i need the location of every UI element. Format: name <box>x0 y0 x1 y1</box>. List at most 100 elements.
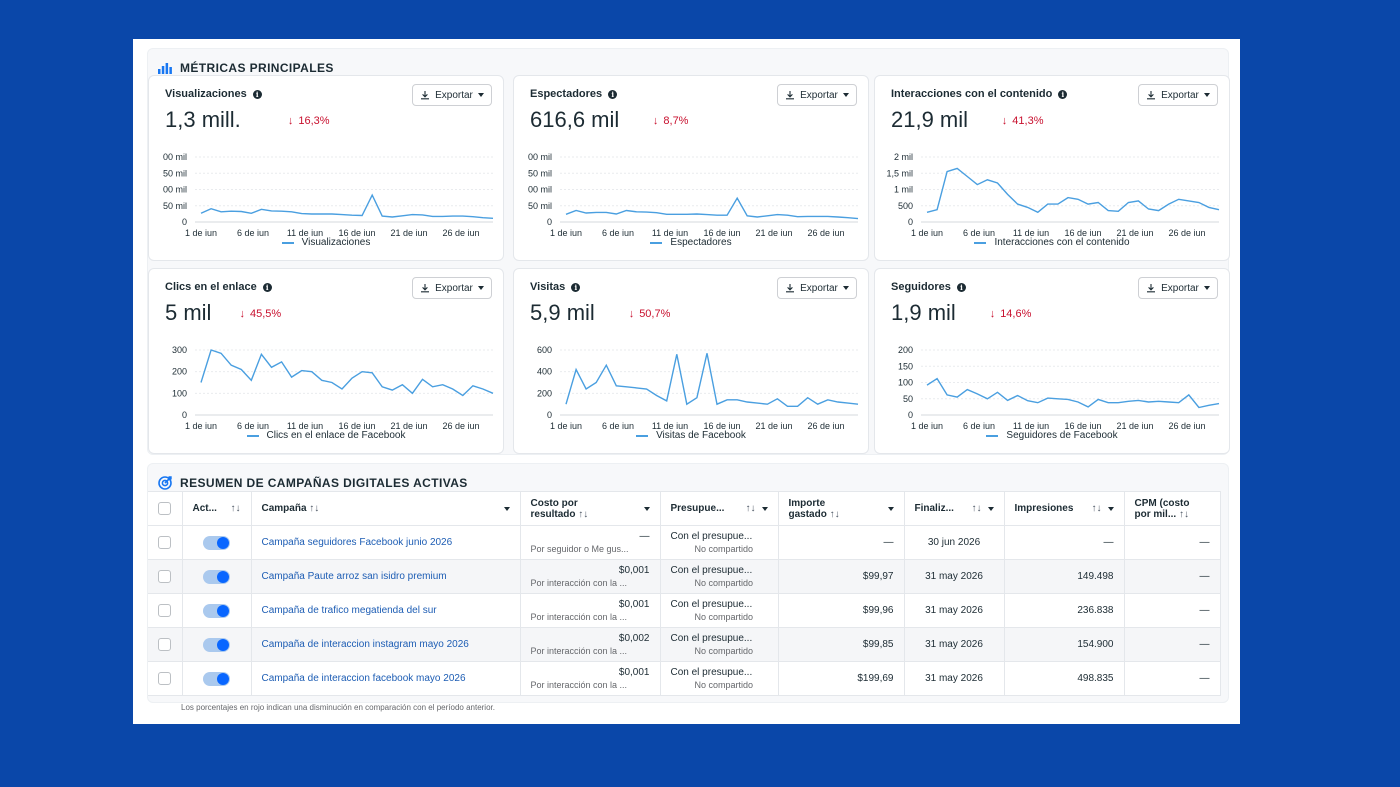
export-button[interactable]: Exportar <box>1138 277 1218 299</box>
header-cpm-label-1: CPM (costo <box>1134 497 1190 509</box>
sort-icon[interactable]: ↑↓ <box>971 503 982 514</box>
cost-value: $0,001 <box>618 598 650 610</box>
x-tick-label: 16 de jun <box>703 228 740 236</box>
line-chart: 600 400 200 01 de jun 6 de jun 11 de jun 16 de… <box>537 345 859 429</box>
header-active-label: Act... <box>192 503 217 514</box>
export-button[interactable]: Exportar <box>777 277 857 299</box>
metric-change: ↓ 50,7% <box>629 308 671 320</box>
y-tick-label: 2 mil <box>894 152 913 162</box>
chevron-down-icon[interactable] <box>761 506 768 511</box>
chevron-down-icon[interactable] <box>987 506 994 511</box>
chart-legend[interactable]: Espectadores <box>514 237 868 248</box>
chevron-down-icon[interactable] <box>887 506 894 511</box>
line-chart: 00 mil 50 mil 00 mil 50 mil 01 de jun 6 de ju… <box>163 152 494 236</box>
row-checkbox[interactable] <box>158 672 172 685</box>
row-checkbox[interactable] <box>158 570 172 583</box>
row-spent-cell: $99,85 <box>778 627 905 662</box>
metric-card: Espectadores i Exportar 616,6 mil ↓ 8,7% Espec… <box>513 75 869 261</box>
chart-legend[interactable]: Clics en el enlace de Facebook <box>149 430 503 441</box>
header-spent[interactable]: Importe gastado ↑↓ <box>778 491 905 526</box>
table-row[interactable]: Campaña de interaccion instagram mayo 20… <box>148 627 1221 662</box>
header-budget[interactable]: Presupue... ↑↓ <box>660 491 779 526</box>
header-cpm[interactable]: CPM (costo por mil... ↑↓ <box>1124 491 1221 526</box>
arrow-down-icon: ↓ <box>628 308 635 320</box>
campaigns-section-title: RESUMEN DE CAMPAÑAS DIGITALES ACTIVAS <box>180 476 468 490</box>
header-cost-label-2: resultado <box>530 508 576 520</box>
campaign-toggle[interactable] <box>203 603 230 618</box>
chart-legend[interactable]: Interacciones con el contenido <box>875 237 1229 248</box>
row-checkbox[interactable] <box>158 536 172 549</box>
chevron-down-icon[interactable] <box>503 506 510 511</box>
table-row[interactable]: Campaña seguidores Facebook junio 2026 — P… <box>148 525 1221 560</box>
info-icon[interactable]: i <box>608 89 618 99</box>
line-chart: 300 200 100 01 de jun 6 de jun 11 de jun 16 de… <box>172 345 494 429</box>
metric-card-title-label: Espectadores <box>530 88 603 100</box>
header-end[interactable]: Finaliz... ↑↓ <box>904 491 1005 526</box>
x-tick-label: 16 de jun <box>703 421 740 429</box>
header-select-all[interactable] <box>148 491 183 526</box>
sort-icon[interactable]: ↑↓ <box>1178 508 1189 520</box>
sort-icon[interactable]: ↑↓ <box>578 508 589 520</box>
table-row[interactable]: Campaña de trafico megatienda del sur $0,… <box>148 593 1221 628</box>
campaign-link[interactable]: Campaña de trafico megatienda del sur <box>261 605 437 616</box>
campaign-link[interactable]: Campaña Paute arroz san isidro premium <box>261 571 447 582</box>
cost-subtext: Por seguidor o Me gus... <box>530 543 629 554</box>
table-row[interactable]: Campaña Paute arroz san isidro premium $0… <box>148 559 1221 594</box>
row-cost-cell: $0,001 Por interacción con la ... <box>520 593 661 628</box>
campaign-toggle[interactable] <box>203 569 230 584</box>
info-icon[interactable]: i <box>956 282 966 292</box>
campaign-toggle[interactable] <box>203 671 230 686</box>
row-impressions-cell: 149.498 <box>1004 559 1125 594</box>
x-tick-label: 1 de jun <box>185 228 217 236</box>
row-budget-cell: Con el presupue... No compartido <box>660 525 779 560</box>
campaign-link[interactable]: Campaña de interaccion instagram mayo 20… <box>261 639 469 650</box>
export-button[interactable]: Exportar <box>777 84 857 106</box>
metric-card-title-label: Visitas <box>530 281 566 293</box>
campaign-link[interactable]: Campaña seguidores Facebook junio 2026 <box>261 537 453 548</box>
budget-subtext: No compartido <box>694 679 754 690</box>
row-cost-cell: $0,002 Por interacción con la ... <box>520 627 661 662</box>
campaign-toggle[interactable] <box>203 637 230 652</box>
chart-legend[interactable]: Visualizaciones <box>149 237 503 248</box>
dashboard-panel: MÉTRICAS PRINCIPALES Visualizaciones i Exp… <box>133 39 1240 724</box>
info-icon[interactable]: i <box>252 89 262 99</box>
chevron-down-icon[interactable] <box>1107 506 1114 511</box>
header-active[interactable]: Act... ↑↓ <box>182 491 252 526</box>
campaign-toggle[interactable] <box>203 535 230 550</box>
table-row[interactable]: Campaña de interaccion facebook mayo 202… <box>148 661 1221 696</box>
header-campaign[interactable]: Campaña ↑↓ <box>251 491 521 526</box>
chevron-down-icon <box>842 93 849 97</box>
sort-icon[interactable]: ↑↓ <box>1091 503 1102 514</box>
info-icon[interactable]: i <box>571 282 581 292</box>
header-impressions[interactable]: Impresiones ↑↓ <box>1004 491 1125 526</box>
chart-legend[interactable]: Seguidores de Facebook <box>875 430 1229 441</box>
select-all-checkbox[interactable] <box>158 502 172 515</box>
header-cost[interactable]: Costo por resultado ↑↓ <box>520 491 661 526</box>
sort-icon[interactable]: ↑↓ <box>745 503 756 514</box>
budget-value: Con el presupue... <box>670 666 753 678</box>
export-button-label: Exportar <box>435 89 473 101</box>
campaign-link[interactable]: Campaña de interaccion facebook mayo 202… <box>261 673 466 684</box>
x-tick-label: 1 de jun <box>550 421 582 429</box>
budget-value: Con el presupue... <box>670 564 753 576</box>
row-checkbox[interactable] <box>158 638 172 651</box>
legend-swatch <box>636 434 649 437</box>
info-icon[interactable]: i <box>1058 89 1068 99</box>
info-icon[interactable]: i <box>262 282 272 292</box>
row-checkbox[interactable] <box>158 604 172 617</box>
export-button[interactable]: Exportar <box>1138 84 1218 106</box>
chart-legend[interactable]: Visitas de Facebook <box>514 430 868 441</box>
row-active-cell <box>182 627 252 662</box>
export-button[interactable]: Exportar <box>412 277 492 299</box>
cost-value: $0,001 <box>618 564 650 576</box>
chevron-down-icon[interactable] <box>643 506 650 511</box>
y-tick-label: 0 <box>547 217 552 227</box>
x-tick-label: 21 de jun <box>1116 228 1153 236</box>
export-button[interactable]: Exportar <box>412 84 492 106</box>
sort-icon[interactable]: ↑↓ <box>230 503 241 514</box>
sort-icon[interactable]: ↑↓ <box>829 508 840 520</box>
metric-value: 616,6 mil <box>530 107 620 132</box>
sort-icon[interactable]: ↑↓ <box>309 503 320 514</box>
row-spent-cell: — <box>778 525 905 560</box>
legend-label: Interacciones con el contenido <box>994 237 1130 248</box>
